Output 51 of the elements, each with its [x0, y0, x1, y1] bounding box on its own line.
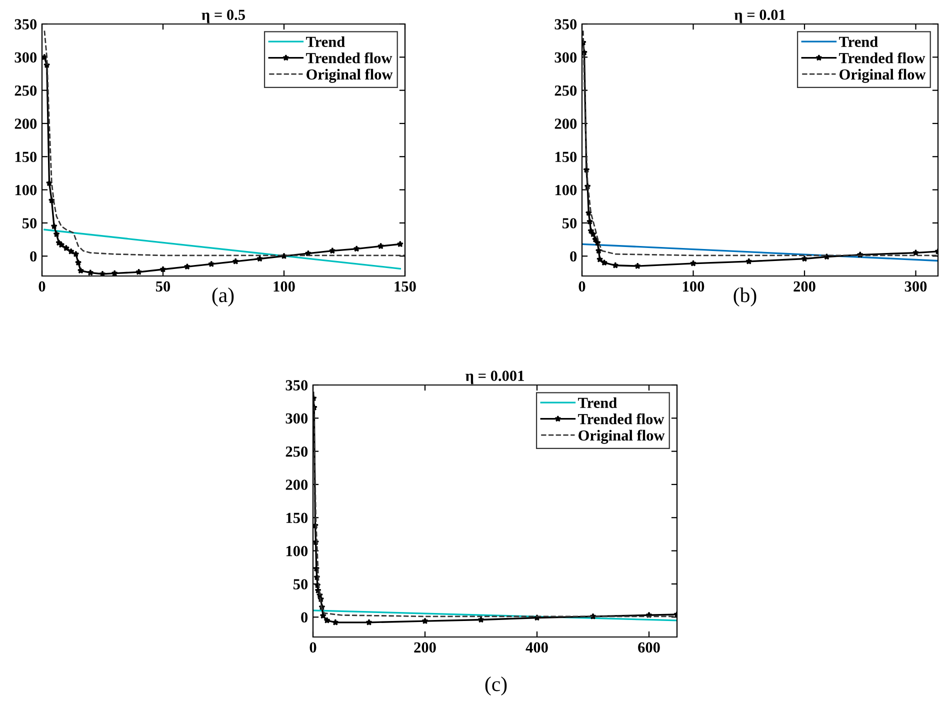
legend-label: Trend: [306, 36, 345, 48]
x-tick-label: 200: [414, 642, 436, 653]
y-tick-label: 0: [30, 251, 37, 262]
y-tick-label: 350: [14, 19, 37, 30]
y-tick-label: 0: [301, 612, 308, 623]
y-tick-label: 100: [15, 184, 37, 196]
x-tick-label: 0: [578, 281, 586, 292]
x-tick-label: 0: [38, 281, 46, 292]
y-tick-label: 0: [570, 251, 577, 262]
legend-label: Trended flow: [306, 52, 392, 64]
y-tick-label: 200: [554, 118, 577, 129]
y-tick-label: 300: [14, 52, 37, 63]
legend-label: Original flow: [840, 68, 926, 83]
y-tick-label: 250: [286, 446, 308, 457]
y-tick-label: 50: [22, 218, 37, 228]
y-tick-label: 200: [286, 480, 308, 490]
legend-label: Trended flow: [839, 52, 926, 64]
chart-title: η = 0.01: [734, 10, 786, 24]
y-tick-label: 300: [286, 413, 308, 424]
x-tick-label: 300: [904, 281, 927, 292]
y-tick-label: 350: [554, 19, 577, 30]
y-tick-label: 300: [554, 52, 577, 63]
x-tick-label: 0: [310, 642, 316, 653]
x-tick-label: 50: [156, 281, 170, 292]
x-tick-label: 600: [638, 642, 660, 653]
legend-label: Trend: [578, 397, 617, 408]
legend-label: Trended flow: [578, 413, 664, 424]
legend-label: Original flow: [306, 68, 393, 83]
chart-title: η = 0.001: [466, 370, 524, 384]
y-tick-label: 250: [554, 85, 577, 96]
x-tick-label: 200: [794, 281, 816, 292]
x-tick-label: 100: [274, 281, 295, 292]
y-tick-label: 150: [286, 512, 308, 524]
y-tick-label: 50: [293, 579, 308, 590]
y-tick-label: 350: [286, 380, 308, 390]
x-tick-label: 150: [394, 281, 416, 292]
y-tick-label: 150: [15, 152, 37, 162]
y-tick-label: 100: [286, 546, 308, 556]
legend-label: Original flow: [578, 430, 665, 444]
y-tick-label: 250: [14, 85, 37, 96]
x-tick-label: 100: [683, 281, 704, 292]
text: (c): [485, 676, 507, 696]
y-tick-label: 100: [555, 184, 577, 196]
text: (a): [212, 288, 234, 306]
text: (b): [734, 288, 756, 306]
chart-title: η = 0.5: [202, 10, 245, 24]
y-tick-label: 150: [555, 152, 577, 162]
legend-label: Trend: [839, 36, 878, 48]
x-tick-label: 400: [526, 642, 548, 653]
y-tick-label: 200: [14, 118, 37, 129]
y-tick-label: 50: [562, 218, 577, 228]
